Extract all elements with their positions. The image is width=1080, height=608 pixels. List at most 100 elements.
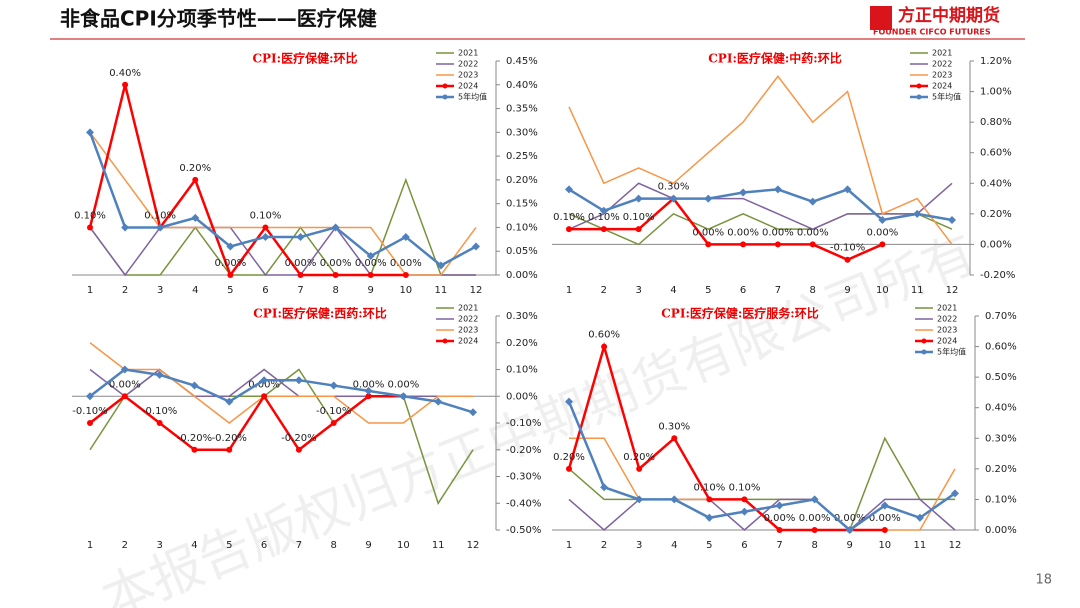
x-tick-label: 5 xyxy=(226,540,232,551)
chart-title: CPI:医疗保健:医疗服务:环比 xyxy=(661,306,818,321)
point xyxy=(741,496,748,503)
y-tick-label: 0.05% xyxy=(506,246,538,257)
point xyxy=(565,185,573,194)
x-tick-label: 7 xyxy=(296,540,302,551)
point xyxy=(294,376,303,385)
x-tick-label: 3 xyxy=(156,540,162,551)
y-tick-label: 0.40% xyxy=(506,80,538,91)
point xyxy=(227,272,234,278)
point xyxy=(191,213,200,222)
y-tick-label: 0.20% xyxy=(506,338,538,349)
point xyxy=(226,242,235,251)
series-line xyxy=(88,131,477,267)
series-line xyxy=(568,75,953,245)
y-tick-label: 0.25% xyxy=(506,151,538,162)
point xyxy=(261,232,270,241)
y-tick-label: -0.20% xyxy=(980,270,1015,281)
x-tick-label: 8 xyxy=(810,285,816,296)
point xyxy=(436,261,445,270)
point xyxy=(366,251,375,260)
x-tick-label: 5 xyxy=(227,285,233,296)
data-label: 0.00% xyxy=(387,379,419,390)
chart-title: CPI:医疗保健:西药:环比 xyxy=(253,306,386,321)
data-label: 0.00% xyxy=(762,227,794,238)
y-tick-label: 0.70% xyxy=(985,311,1017,322)
y-tick-label: -0.10% xyxy=(506,418,541,429)
series-line xyxy=(568,436,955,532)
point xyxy=(600,226,607,233)
legend-label: 5年均值 xyxy=(937,347,966,357)
x-tick-label: 3 xyxy=(157,285,163,296)
data-label: 0.00% xyxy=(353,379,385,390)
y-tick-label: 0.30% xyxy=(506,127,538,138)
point xyxy=(472,242,480,251)
x-tick-label: 11 xyxy=(911,285,924,296)
x-tick-label: 10 xyxy=(399,285,412,296)
data-label: 0.00% xyxy=(727,227,759,238)
point xyxy=(401,232,410,241)
point xyxy=(155,370,164,379)
series-line xyxy=(89,131,477,276)
point xyxy=(86,392,94,401)
y-tick-label: 0.50% xyxy=(985,372,1017,383)
legend-label: 2021 xyxy=(937,304,957,313)
point xyxy=(156,223,165,232)
legend-label: 2021 xyxy=(458,49,478,58)
point xyxy=(367,272,374,278)
point xyxy=(121,393,128,400)
y-tick-label: 0.60% xyxy=(985,342,1017,353)
chart-title: CPI:医疗保健:中药:环比 xyxy=(708,51,841,66)
y-tick-label: -0.50% xyxy=(506,525,541,536)
data-label: 0.00% xyxy=(834,513,866,524)
series-line xyxy=(568,187,953,222)
y-tick-label: 0.20% xyxy=(985,464,1017,475)
point xyxy=(192,176,199,183)
data-label: 0.00% xyxy=(764,513,796,524)
y-tick-label: 0.80% xyxy=(980,117,1012,128)
point xyxy=(566,465,572,472)
point xyxy=(566,226,572,233)
y-tick-label: 0.30% xyxy=(985,433,1017,444)
x-tick-label: 10 xyxy=(878,540,891,551)
point xyxy=(669,194,678,203)
point xyxy=(402,272,409,278)
data-label: 0.00% xyxy=(214,258,246,269)
x-tick-label: 11 xyxy=(435,285,448,296)
point xyxy=(365,393,372,400)
point xyxy=(122,81,129,88)
y-tick-label: 0.45% xyxy=(506,56,538,67)
data-label: 0.10% xyxy=(729,482,761,493)
point xyxy=(565,397,573,406)
legend-label: 5年均值 xyxy=(458,92,487,102)
point xyxy=(881,527,888,533)
y-tick-label: 0.00% xyxy=(506,391,538,402)
point xyxy=(843,185,852,194)
x-tick-label: 8 xyxy=(331,540,337,551)
legend-label: 2023 xyxy=(458,71,478,80)
data-label: 0.00% xyxy=(866,227,898,238)
data-label: -0.20% xyxy=(212,433,247,444)
point xyxy=(913,209,922,218)
legend-label: 2021 xyxy=(932,49,952,58)
data-label: 0.40% xyxy=(109,68,141,79)
data-label: -0.20% xyxy=(177,433,212,444)
series-line xyxy=(569,196,883,262)
data-label: 0.00% xyxy=(799,513,831,524)
x-tick-label: 2 xyxy=(122,285,128,296)
point xyxy=(364,386,373,395)
logo-en: FOUNDER CIFCO FUTURES xyxy=(873,28,991,37)
series-line xyxy=(89,368,474,414)
point xyxy=(399,392,408,401)
point xyxy=(635,495,644,504)
y-tick-label: 1.00% xyxy=(980,87,1012,98)
x-tick-label: 8 xyxy=(811,540,817,551)
y-tick-label: 0.00% xyxy=(985,525,1017,536)
point xyxy=(635,226,642,233)
legend-label: 2021 xyxy=(458,304,478,313)
point xyxy=(434,397,443,406)
x-tick-label: 1 xyxy=(87,540,93,551)
x-tick-label: 9 xyxy=(368,285,374,296)
series-line xyxy=(568,182,953,230)
point xyxy=(599,206,608,215)
